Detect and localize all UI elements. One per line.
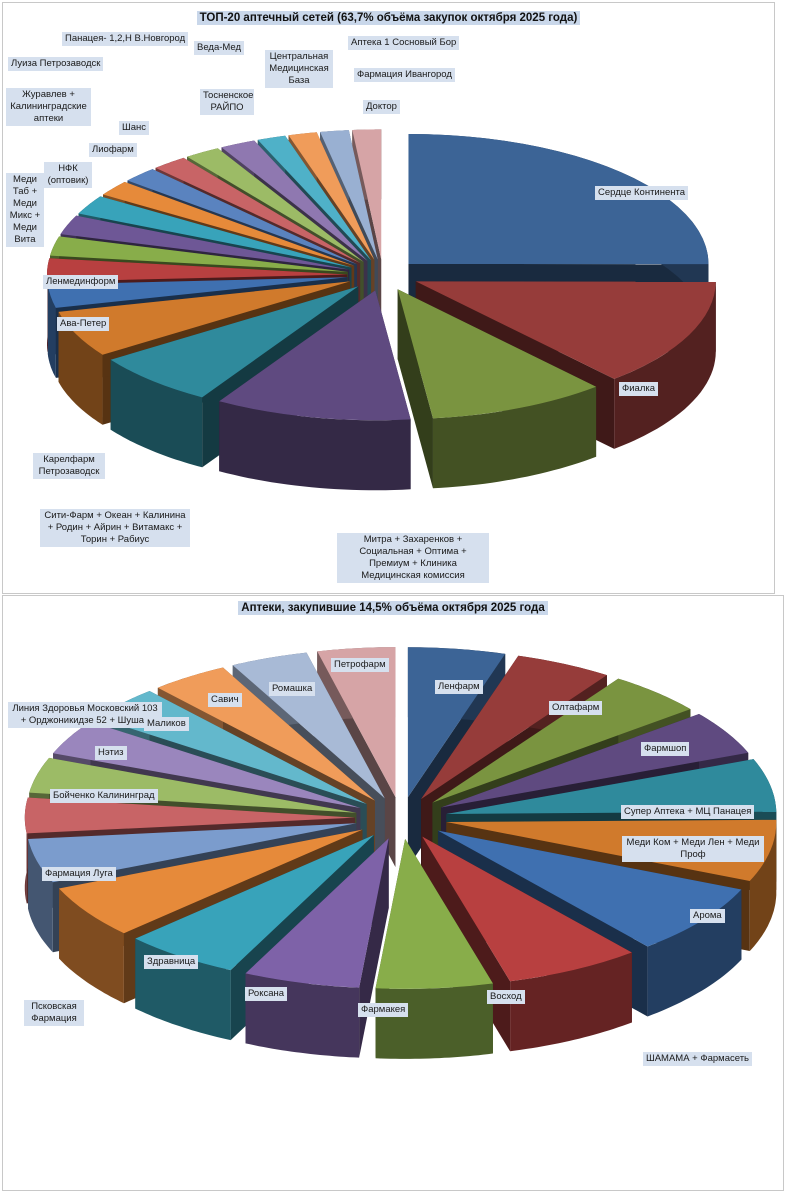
pie-slice-top: [352, 129, 382, 260]
pie-slice-top: [110, 286, 359, 398]
data-label: Аптека 1 Сосновый Бор: [348, 36, 460, 50]
data-label: Петрофарм: [331, 658, 389, 672]
pie-slice: [375, 838, 493, 1059]
data-label: Фармация Ивангород: [354, 68, 455, 82]
pie-slice-top: [421, 655, 607, 800]
data-label: Фиалка: [619, 382, 659, 396]
data-label: Тосненское РАЙПО: [200, 89, 254, 115]
pie-slice-top: [24, 797, 355, 834]
data-label: Веда-Мед: [194, 41, 245, 55]
pie-slice-top: [58, 829, 363, 934]
data-label: Доктор: [363, 100, 400, 114]
data-label: Панацея- 1,2,Н В.Новгород: [62, 32, 189, 46]
pie-slice-top: [320, 130, 378, 260]
data-label: ШАМАМА + Фармасеть: [643, 1052, 752, 1066]
data-label: Шанс: [119, 121, 149, 135]
chart-top20: ТОП-20 аптечный сетей (63,7% объёма заку…: [2, 2, 775, 594]
pie-chart-svg: [47, 129, 716, 491]
pie-slice-top: [47, 258, 348, 282]
pie-slice-top: [60, 215, 350, 270]
pie-slice-top: [135, 834, 374, 971]
data-label: Псковская Фармация: [24, 1000, 84, 1026]
pie-slice-top: [446, 819, 777, 882]
pie-slice-top: [53, 721, 361, 809]
pie-slice-top: [29, 757, 357, 813]
data-label: Ленмединформ: [43, 275, 119, 289]
pie-slice-top: [221, 140, 368, 261]
pie-slice-top: [441, 713, 749, 808]
data-label: Супер Аптека + МЦ Панацея: [621, 805, 755, 819]
data-label: НФК (оптовик): [44, 162, 92, 188]
data-label: Арома: [690, 909, 725, 923]
pie-slice-top: [437, 830, 742, 947]
pie-slice-top: [155, 157, 361, 263]
data-label: Центральная Медицинская База: [265, 50, 333, 88]
pie-slice-top: [103, 181, 355, 266]
pie-slice-top: [78, 196, 352, 268]
pie-slice-top: [422, 836, 632, 982]
data-label: Ленфарм: [435, 680, 483, 694]
data-label: Олтафарм: [549, 701, 603, 715]
data-label: Меди Ком + Меди Лен + Меди Проф: [622, 836, 764, 862]
pie-slice-top: [58, 281, 351, 355]
data-label: Линия Здоровья Московский 103 + Орджоник…: [8, 702, 162, 728]
chart-title: ТОП-20 аптечный сетей (63,7% объёма заку…: [3, 11, 774, 25]
pie-slice-top: [432, 678, 691, 803]
pie-slice-top: [397, 289, 597, 419]
data-label: Сердце Континента: [595, 186, 689, 200]
pie-slice-top: [446, 759, 777, 814]
data-label: Фармация Луга: [42, 867, 116, 881]
data-label: Фармакея: [358, 1003, 409, 1017]
pie-slice-top: [375, 838, 493, 989]
data-label: Лиофарм: [89, 143, 137, 157]
pie-slice: [397, 289, 597, 489]
data-label: Ромашка: [269, 682, 316, 696]
pie-slice-top: [127, 169, 357, 265]
chart-title: Аптеки, закупившие 14,5% объёма октября …: [3, 601, 783, 615]
data-label: Луиза Петрозаводск: [8, 57, 104, 71]
pie-slice-top: [245, 838, 389, 988]
pie-slice-top: [187, 148, 364, 262]
pie-slice-top: [219, 290, 411, 421]
data-label: Нэтиз: [95, 746, 127, 760]
data-label: Роксана: [245, 987, 288, 1001]
data-label: Меди Таб + Меди Микс + Меди Вита: [6, 173, 44, 247]
data-label: Здравница: [144, 955, 199, 969]
data-label: Бойченко Калининград: [50, 789, 158, 803]
pie-slice: [219, 290, 411, 491]
data-label: Фармшоп: [641, 742, 690, 756]
pie-chart-svg: [24, 647, 777, 1059]
pie-slice-top: [288, 132, 375, 260]
data-label: Сити-Фарм + Океан + Калинина + Родин + А…: [40, 509, 190, 547]
data-label: Митра + Захаренков + Социальная + Оптима…: [337, 533, 489, 583]
data-label: Журавлев + Калининградские аптеки: [6, 88, 91, 126]
pie-slice-top: [317, 647, 396, 798]
chart-pharmacies: Аптеки, закупившие 14,5% объёма октября …: [2, 595, 784, 1191]
pie-slice-top: [50, 236, 348, 272]
data-label: Карелфарм Петрозаводск: [33, 453, 105, 479]
data-label: Восход: [487, 990, 525, 1004]
pie-slice-top: [47, 277, 348, 308]
data-label: Маликов: [144, 717, 189, 731]
pie-slice-top: [415, 281, 716, 379]
pie-slice-top: [257, 135, 372, 261]
data-label: Ава-Петер: [57, 317, 110, 331]
data-label: Савич: [208, 693, 242, 707]
pie-slice-top: [408, 133, 709, 265]
